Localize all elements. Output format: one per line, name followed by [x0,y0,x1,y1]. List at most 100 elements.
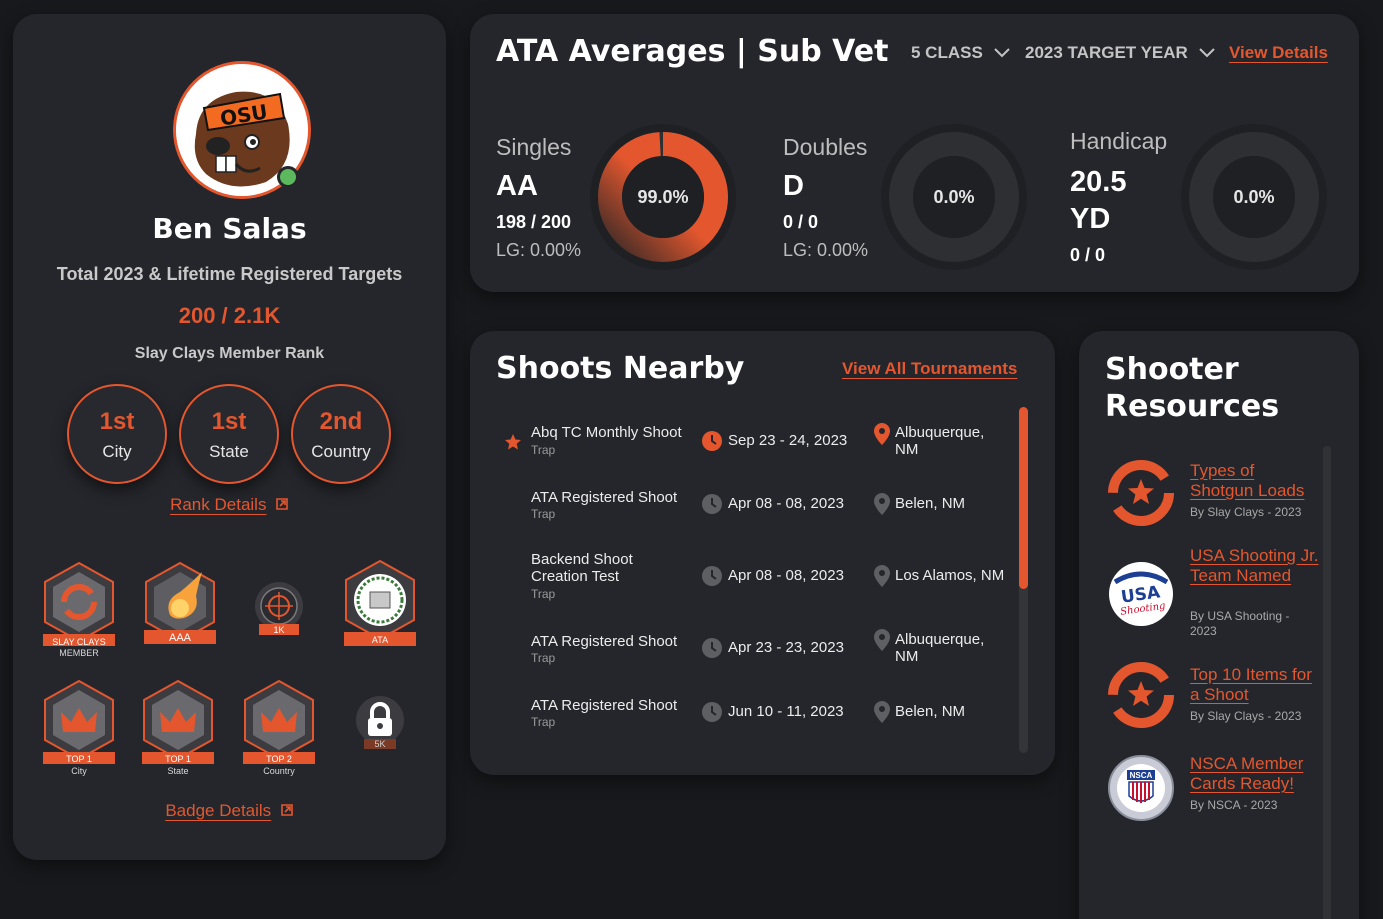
svg-text:NSCA: NSCA [1130,771,1153,780]
map-pin-icon [874,565,890,587]
badge-top2-country[interactable]: TOP 2 Country [238,678,320,776]
slay-clays-logo-icon [1108,460,1174,526]
avatar[interactable]: OSU [173,61,311,199]
doubles-class: D [783,170,804,202]
badge-details-link[interactable]: Badge Details [165,801,272,820]
crown-icon: TOP 1 [142,679,214,764]
badge-1k[interactable]: 1K [249,580,309,640]
shoot-date: Jun 10 - 11, 2023 [728,703,844,720]
clock-icon [702,638,722,658]
usa-shooting-logo-icon: USA Shooting [1109,562,1173,626]
map-pin-icon [874,629,890,651]
badge-5k-locked[interactable]: 5K [350,694,410,754]
map-pin-icon [874,423,890,445]
external-link-icon[interactable] [275,497,289,511]
shoot-location: Albuquerque, NM [895,631,985,665]
badge-ribbon: TOP 2 [266,754,292,764]
resource-item[interactable]: USA Shooting USA Shooting Jr. Team Named… [1105,546,1325,656]
map-pin-icon [874,493,890,515]
rank-value: 1st [99,408,135,435]
shoot-date: Apr 08 - 08, 2023 [728,567,844,584]
rank-label: State [209,442,249,461]
shoot-name: ATA Registered Shoot [531,697,678,714]
badge-aaa[interactable]: AAA [139,560,221,646]
shoot-location: Belen, NM [895,495,966,512]
class-dropdown-label: 5 CLASS [911,43,983,62]
resource-byline: By Slay Clays - 2023 [1190,505,1302,519]
star-icon[interactable] [504,433,522,451]
resource-link[interactable]: Top 10 Items for a Shoot [1190,665,1312,704]
shoot-date: Sep 23 - 24, 2023 [728,432,848,449]
shoot-name: ATA Registered Shoot [531,489,678,506]
resource-byline: By NSCA - 2023 [1190,798,1278,812]
shoot-row[interactable]: ATA Registered Shoot Trap Jun 10 - 11, 2… [470,697,1015,757]
shoot-name: Backend Shoot Creation Test [531,551,633,585]
view-details-link[interactable]: View Details [1229,43,1328,62]
clock-icon [702,494,722,514]
shooter-resources-card: Shooter Resources Types of Shotgun Loads… [1079,331,1359,919]
resource-item[interactable]: NSCA NSCA Member Cards Ready! By NSCA - … [1105,754,1325,834]
crosshair-icon: 1K [255,582,303,635]
shoots-title: Shoots Nearby [496,351,745,386]
handicap-percent: 0.0% [1233,187,1275,207]
badge-ribbon: TOP 1 [66,754,92,764]
handicap-unit: YD [1070,203,1111,235]
shoot-type: Trap [531,507,556,521]
badge-sub: Country [263,766,295,776]
profile-card: OSU Ben Salas Total 2023 & Lifetime Regi… [13,14,446,860]
badge-top1-state[interactable]: TOP 1 State [137,678,219,776]
singles-donut-arc [598,132,728,262]
fireball-icon: AAA [144,561,216,644]
rank-details-container: Rank Details [13,495,446,515]
badge-ribbon: AAA [169,632,192,644]
nsca-logo-icon: NSCA [1108,755,1174,821]
resource-link[interactable]: NSCA Member Cards Ready! [1190,754,1304,793]
shoots-scrollbar-thumb[interactable] [1019,407,1028,589]
ata-averages-card: ATA Averages | Sub Vet 5 CLASS 2023 TARG… [470,14,1359,292]
doubles-label: Doubles [783,134,868,160]
rank-country: 2nd Country [291,384,391,484]
shoot-location: Belen, NM [895,703,966,720]
singles-label: Singles [496,134,572,160]
badge-slay-clays-member[interactable]: SLAY CLAYS MEMBER [38,560,120,658]
resources-scrollbar[interactable] [1323,446,1331,919]
badge-ribbon: 1K [273,625,284,635]
shoot-type: Trap [531,715,556,729]
resource-item[interactable]: Top 10 Items for a Shoot By Slay Clays -… [1105,661,1325,741]
shoot-type: Trap [531,587,556,601]
handicap-donut-chart: 0.0% [1177,120,1331,274]
shoot-row[interactable]: ATA Registered Shoot Trap Apr 08 - 08, 2… [470,489,1015,549]
shoot-row[interactable]: Backend Shoot Creation Test Trap Apr 08 … [470,551,1015,611]
year-dropdown[interactable]: 2023 TARGET YEAR [1025,43,1215,63]
badge-ata[interactable]: ATA [339,558,421,648]
rank-label: Country [311,442,371,461]
resource-link[interactable]: Types of Shotgun Loads [1190,461,1305,500]
rank-value: 1st [211,408,247,435]
targets-label: Total 2023 & Lifetime Registered Targets [56,264,403,284]
shoot-location: Albuquerque, NM [895,424,985,458]
shoot-row[interactable]: ATA Registered Shoot Trap Apr 23 - 23, 2… [470,629,1015,693]
external-link-icon[interactable] [280,803,294,817]
badge-sub: MEMBER [59,648,99,658]
shoot-date: Apr 23 - 23, 2023 [728,639,844,656]
shoot-row[interactable]: Abq TC Monthly Shoot Trap Sep 23 - 24, 2… [470,421,1015,481]
rank-value: 2nd [319,408,363,435]
singles-lg: LG: 0.00% [496,240,582,260]
averages-title: ATA Averages | Sub Vet [496,34,889,69]
badge-top1-city[interactable]: TOP 1 City [38,678,120,776]
clock-icon [702,702,722,722]
resources-title: Shooter Resources [1105,352,1280,424]
resource-item[interactable]: Types of Shotgun Loads By Slay Clays - 2… [1105,457,1325,537]
resource-byline: By Slay Clays - 2023 [1190,709,1302,723]
handicap-score: 0 / 0 [1070,245,1106,265]
year-dropdown-label: 2023 TARGET YEAR [1025,43,1188,62]
doubles-donut-chart: 0.0% [877,120,1031,274]
shoot-type: Trap [531,651,556,665]
view-all-tournaments-link[interactable]: View All Tournaments [842,359,1018,378]
singles-class: AA [496,170,538,202]
class-dropdown[interactable]: 5 CLASS [911,43,1010,63]
resource-link[interactable]: USA Shooting Jr. Team Named [1190,546,1319,585]
slay-clays-logo-icon: SLAY CLAYS [43,561,115,646]
shoot-type: Trap [531,443,556,457]
rank-details-link[interactable]: Rank Details [170,495,267,514]
